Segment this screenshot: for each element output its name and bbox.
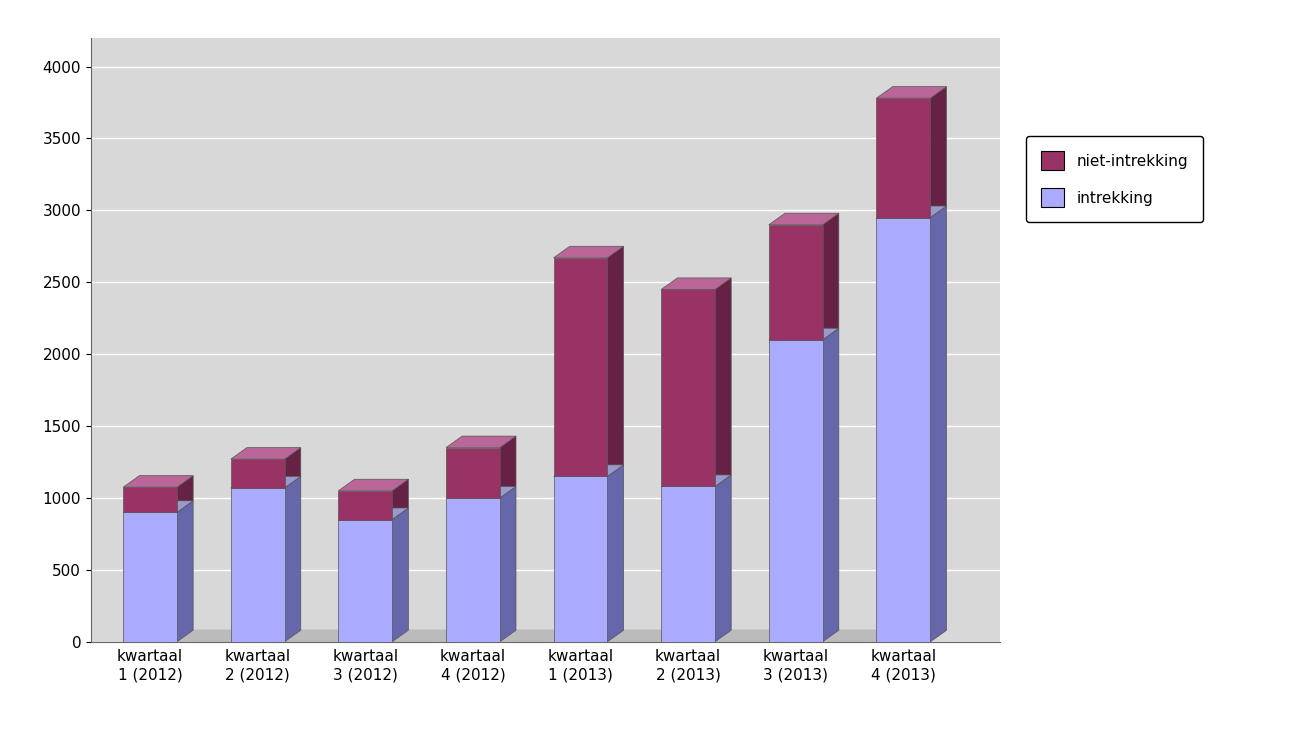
Polygon shape: [123, 630, 947, 642]
Polygon shape: [284, 448, 301, 488]
Polygon shape: [177, 501, 194, 642]
Polygon shape: [339, 508, 408, 519]
Polygon shape: [877, 206, 947, 217]
Polygon shape: [661, 289, 714, 486]
Polygon shape: [877, 217, 930, 642]
Polygon shape: [339, 479, 408, 491]
Polygon shape: [769, 328, 839, 340]
Polygon shape: [553, 257, 608, 476]
Polygon shape: [231, 476, 301, 488]
Polygon shape: [123, 513, 177, 642]
Legend: niet-intrekking, intrekking: niet-intrekking, intrekking: [1026, 136, 1203, 222]
Polygon shape: [231, 459, 284, 488]
Polygon shape: [608, 465, 624, 642]
Polygon shape: [284, 476, 301, 642]
Polygon shape: [822, 213, 839, 340]
Polygon shape: [714, 475, 731, 642]
Polygon shape: [930, 206, 947, 642]
Polygon shape: [769, 225, 822, 340]
Polygon shape: [930, 87, 947, 217]
Polygon shape: [446, 498, 500, 642]
Polygon shape: [553, 246, 624, 257]
Polygon shape: [608, 246, 624, 476]
Polygon shape: [661, 486, 714, 642]
Polygon shape: [392, 479, 408, 519]
Polygon shape: [822, 328, 839, 642]
Polygon shape: [769, 213, 839, 225]
Polygon shape: [500, 436, 516, 498]
Polygon shape: [177, 476, 194, 513]
Polygon shape: [446, 436, 516, 448]
Polygon shape: [339, 491, 392, 519]
Polygon shape: [231, 488, 284, 642]
Polygon shape: [877, 98, 930, 217]
Polygon shape: [500, 486, 516, 642]
Polygon shape: [714, 278, 731, 486]
Polygon shape: [446, 486, 516, 498]
Polygon shape: [392, 508, 408, 642]
Polygon shape: [553, 465, 624, 476]
Polygon shape: [123, 476, 194, 487]
Polygon shape: [231, 448, 301, 459]
Polygon shape: [123, 487, 177, 513]
Polygon shape: [123, 501, 194, 513]
Polygon shape: [339, 519, 392, 642]
Polygon shape: [553, 476, 608, 642]
Polygon shape: [661, 278, 731, 289]
Polygon shape: [877, 87, 947, 98]
Polygon shape: [661, 475, 731, 486]
Polygon shape: [769, 340, 822, 642]
Polygon shape: [446, 448, 500, 498]
